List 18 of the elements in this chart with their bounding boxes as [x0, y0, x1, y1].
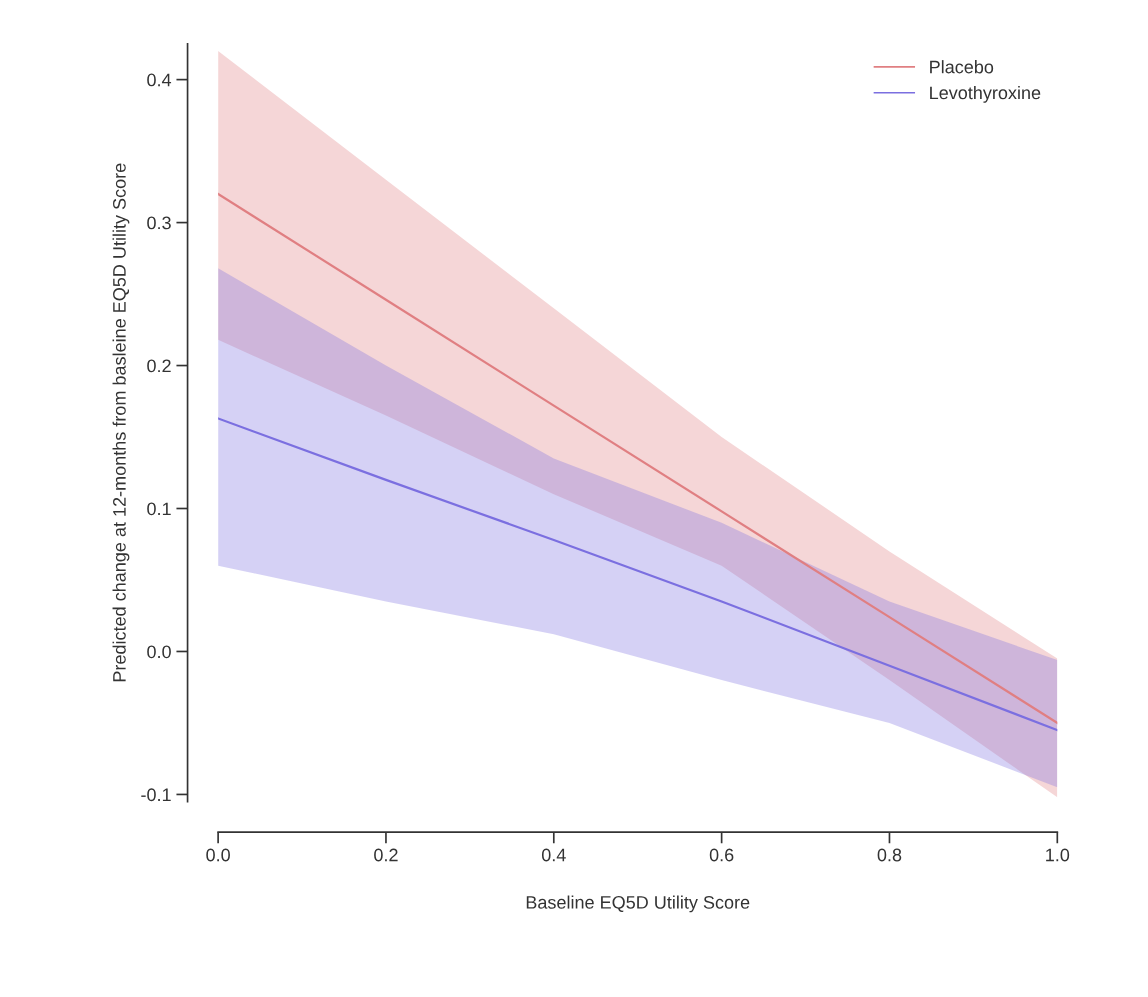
legend-label: Levothyroxine — [930, 85, 1041, 103]
x-tick-label: 0.2 — [374, 848, 398, 862]
y-tick-label: 0.4 — [147, 73, 172, 87]
line-series — [218, 417, 1058, 732]
x-axis-title: Baseline EQ5D Utility Score — [526, 895, 750, 913]
x-tick-label: 0.6 — [709, 848, 734, 862]
x-tick-label: 0.8 — [877, 848, 902, 862]
y-tick-label: 0.0 — [147, 645, 171, 659]
y-axis-title: Predicted change at 12-months from basleine EQ5D Utility Score — [112, 163, 130, 682]
line-series — [218, 192, 1058, 725]
x-tick-label: 1.0 — [1046, 848, 1070, 862]
y-tick-label: 0.1 — [147, 502, 171, 516]
legend-label: Placebo — [930, 60, 994, 74]
y-tick-label: 0.2 — [147, 359, 171, 373]
y-tick-label: -0.1 — [141, 788, 171, 802]
x-tick-label: 0.4 — [541, 848, 566, 862]
y-tick-label: 0.3 — [147, 216, 171, 230]
x-tick-label: 0.0 — [206, 848, 230, 862]
